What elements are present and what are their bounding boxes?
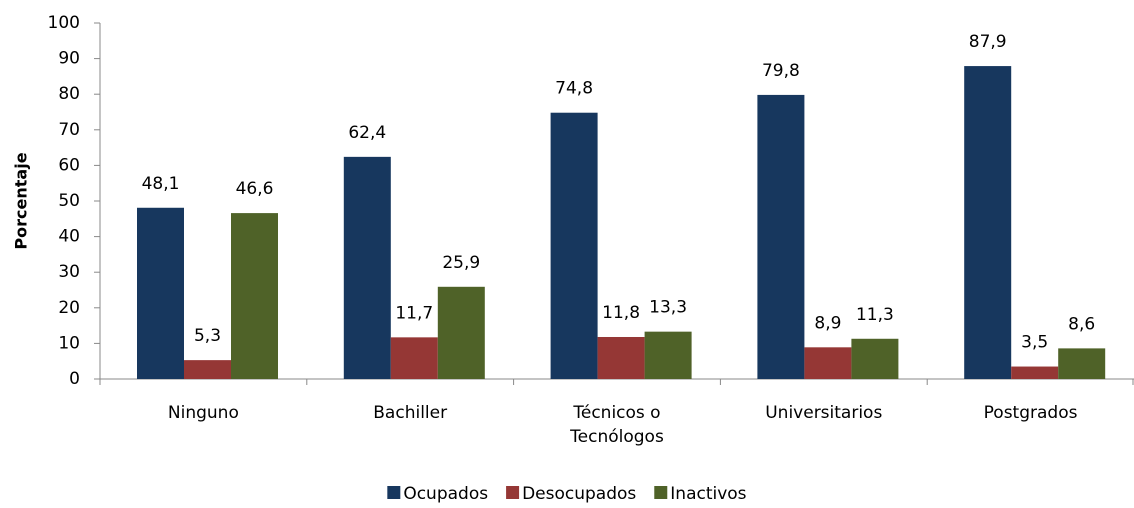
data-label: 48,1 <box>142 174 180 194</box>
y-axis-label: Porcentaje <box>12 152 31 249</box>
legend-swatch <box>387 486 401 499</box>
y-tick-label: 90 <box>58 49 80 69</box>
legend-label: Desocupados <box>522 484 636 504</box>
y-tick-label: 80 <box>58 84 80 104</box>
y-tick-label: 20 <box>58 298 80 318</box>
data-label: 25,9 <box>442 253 480 273</box>
x-tick-label: Universitarios <box>765 403 883 423</box>
data-label: 8,6 <box>1068 314 1095 334</box>
bar <box>137 207 184 379</box>
bar <box>804 347 852 379</box>
data-label: 62,4 <box>348 123 386 143</box>
bar <box>644 331 692 379</box>
data-label: 11,8 <box>602 303 640 323</box>
x-tick-label-box: Técnicos o Tecnólogos <box>570 403 664 447</box>
x-tick-label: Ninguno <box>167 403 239 423</box>
x-tick-label-box: Postgrados <box>983 403 1078 423</box>
data-label: 87,9 <box>969 32 1007 52</box>
bar <box>851 338 899 379</box>
legend-swatch <box>506 486 520 499</box>
y-tick-label: 60 <box>58 155 80 175</box>
legend-swatch <box>654 486 668 499</box>
legend: Ocupados Desocupados Inactivos <box>387 484 747 504</box>
data-label: 79,8 <box>762 61 800 81</box>
y-tick-label: 50 <box>58 191 80 211</box>
y-tick-label: 30 <box>58 262 80 282</box>
bar <box>1058 348 1106 379</box>
bar <box>964 66 1012 380</box>
bar <box>184 360 231 379</box>
bar <box>231 213 278 379</box>
x-tick-label: Técnicos o Tecnólogos <box>570 403 664 447</box>
x-tick-label: Bachiller <box>373 403 448 423</box>
bar <box>343 156 391 379</box>
y-tick-label: 40 <box>58 227 80 247</box>
bar <box>550 112 598 379</box>
data-label: 11,3 <box>856 305 894 325</box>
y-tick-label: 70 <box>58 120 80 140</box>
data-label: 11,7 <box>395 303 433 323</box>
data-label: 13,3 <box>649 298 687 318</box>
data-label: 46,6 <box>236 179 274 199</box>
bar <box>437 286 485 379</box>
bar <box>757 94 805 380</box>
y-tick-label: 10 <box>58 333 80 353</box>
y-tick-label: 100 <box>48 13 80 33</box>
x-tick-label: Postgrados <box>983 403 1078 423</box>
data-label: 8,9 <box>814 313 841 333</box>
legend-label: Inactivos <box>670 484 746 504</box>
x-tick-label-box: Ninguno <box>167 403 239 423</box>
x-tick-label-box: Bachiller <box>373 403 448 423</box>
data-label: 5,3 <box>194 326 221 346</box>
x-tick-label-box: Universitarios <box>765 403 883 423</box>
y-tick-label: 0 <box>69 369 80 389</box>
bar <box>1011 366 1059 379</box>
legend-label: Ocupados <box>403 484 488 504</box>
data-label: 3,5 <box>1021 333 1048 353</box>
bar <box>597 336 645 379</box>
data-label: 74,8 <box>555 79 593 99</box>
bar <box>390 337 438 379</box>
